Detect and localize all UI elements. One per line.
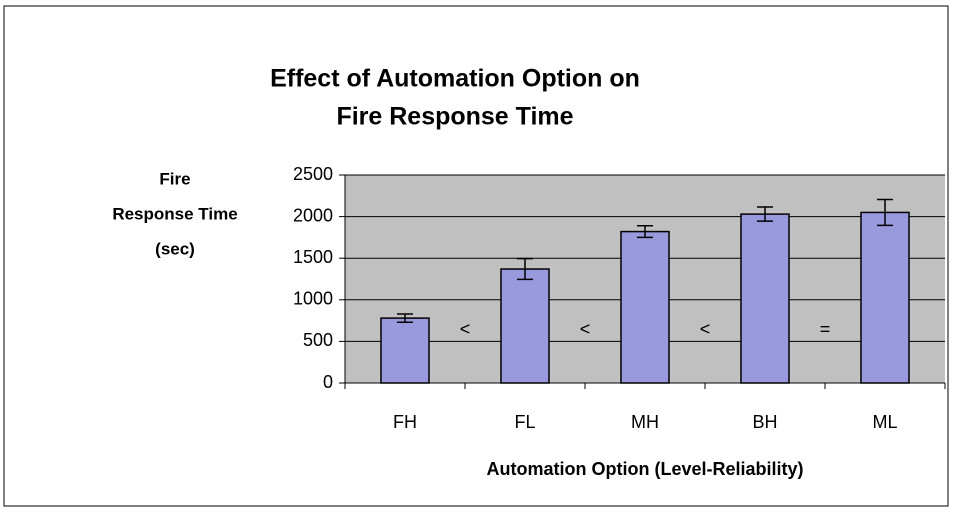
bar [740, 213, 790, 384]
x-tick-label: BH [752, 412, 777, 432]
x-tick-label: FL [514, 412, 535, 432]
bar [500, 268, 550, 384]
error-bar [397, 313, 413, 324]
y-axis-title: Response Time [112, 204, 237, 223]
y-tick-label: 1000 [293, 289, 333, 309]
y-tick-label: 0 [323, 372, 333, 392]
y-tick-label: 500 [303, 330, 333, 350]
annotation: < [460, 319, 471, 339]
chart-title: Effect of Automation Option on [270, 65, 640, 93]
y-tick-label: 1500 [293, 247, 333, 267]
bar [860, 211, 910, 384]
bar [380, 317, 430, 384]
chart-title: Fire Response Time [336, 103, 573, 131]
error-bar [877, 198, 893, 227]
annotation: = [820, 319, 831, 339]
y-tick-label: 2000 [293, 205, 333, 225]
x-tick-label: MH [631, 412, 659, 432]
bar [620, 230, 670, 384]
error-bar [757, 206, 773, 222]
annotation: < [580, 319, 591, 339]
x-tick-label: ML [872, 412, 897, 432]
y-axis-title: Fire [159, 169, 190, 188]
y-axis-title: (sec) [155, 239, 195, 258]
annotation: < [700, 319, 711, 339]
error-bar [637, 225, 653, 239]
y-tick-label: 2500 [293, 164, 333, 184]
x-axis-title: Automation Option (Level-Reliability) [486, 459, 803, 479]
x-tick-label: FH [393, 412, 417, 432]
error-bar [517, 257, 533, 281]
